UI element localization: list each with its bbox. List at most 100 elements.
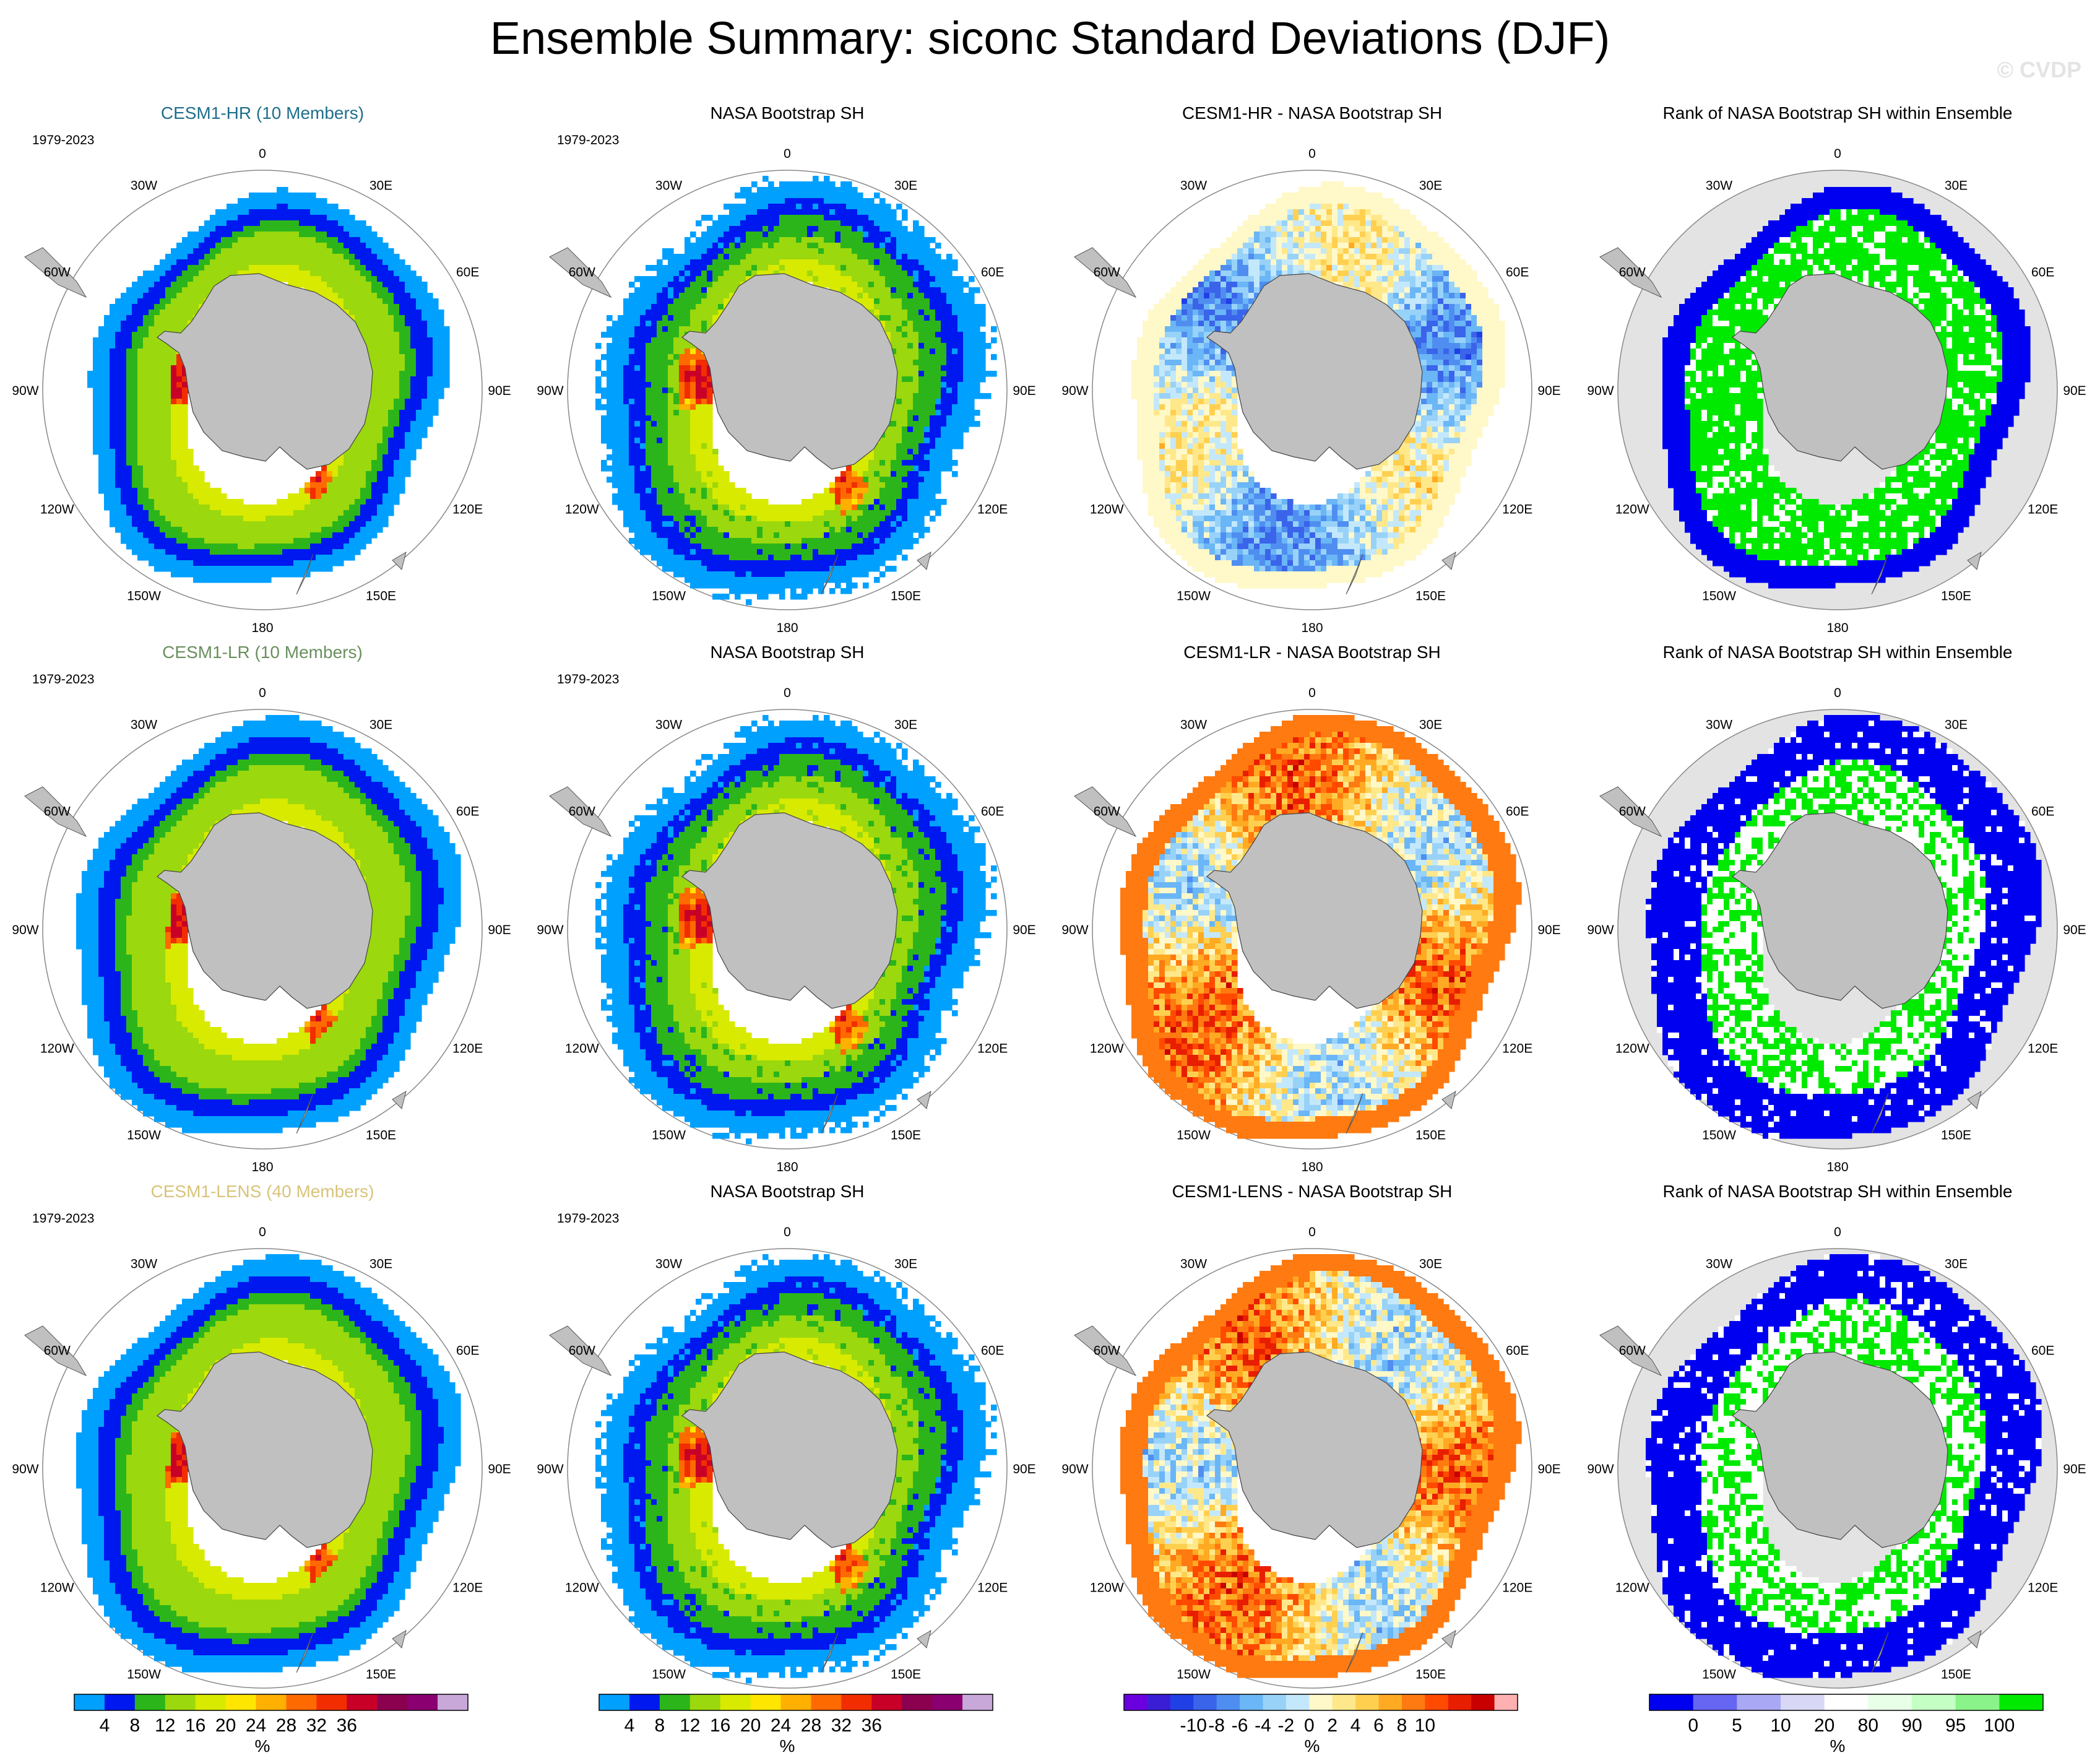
colorbar-label: 36 <box>337 1715 357 1736</box>
lon-label: 120E <box>1502 503 1532 517</box>
colorbar-swatch <box>256 1694 287 1710</box>
lon-label: 90E <box>1013 384 1035 398</box>
colorbar-swatch <box>1425 1694 1448 1710</box>
colorbar-unit: % <box>0 1736 525 1756</box>
lon-label: 60E <box>2031 805 2054 819</box>
lon-label: 30E <box>894 1257 917 1271</box>
colorbar-swatch <box>1333 1694 1356 1710</box>
colorbar-label: 20 <box>1814 1715 1834 1736</box>
lon-label: 60W <box>569 805 595 819</box>
lon-label: 150W <box>1702 589 1736 604</box>
map-group: 030E60E90E120E150E180150W120W90W60W30W <box>537 147 1035 635</box>
lon-label: 30E <box>894 178 917 193</box>
colorbar-swatch <box>1355 1694 1379 1710</box>
colorbar-swatch <box>1868 1694 1912 1710</box>
map-panel: CESM1-LR (10 Members)1979-2023030E60E90E… <box>0 635 525 1174</box>
colorbar-swatch <box>377 1694 407 1710</box>
lon-label: 30E <box>1945 1257 1968 1271</box>
lon-label: 120E <box>452 1042 483 1056</box>
map-panel: NASA Bootstrap SH1979-2023030E60E90E120E… <box>525 1174 1050 1713</box>
lon-label: 60W <box>44 266 71 280</box>
lon-label: 90W <box>12 384 38 398</box>
lon-label: 0 <box>784 147 791 161</box>
colorbar-swatch <box>811 1694 841 1710</box>
map-group: 030E60E90E120E150E180150W120W90W60W30W <box>12 147 511 635</box>
lon-label: 120E <box>1502 1042 1532 1056</box>
lon-label: 0 <box>784 1225 791 1239</box>
lon-label: 30W <box>131 1257 157 1271</box>
lon-label: 150E <box>1415 589 1446 604</box>
map-panel: Rank of NASA Bootstrap SH within Ensembl… <box>1575 635 2100 1174</box>
colorbar-label: 8 <box>1397 1715 1407 1736</box>
lon-label: 0 <box>259 147 266 161</box>
colorbar-swatch <box>1263 1694 1286 1710</box>
polar-map: 030E60E90E120E150E180150W120W90W60W30W <box>525 1199 1050 1713</box>
colorbar-swatch <box>599 1694 629 1710</box>
lon-label: 150W <box>127 1128 161 1143</box>
lon-label: 120W <box>1090 503 1124 517</box>
lon-label: 90W <box>537 923 563 937</box>
lon-label: 90W <box>12 1462 38 1476</box>
colorbar-label: -4 <box>1255 1715 1271 1736</box>
lon-label: 30W <box>1180 1257 1207 1271</box>
lon-label: 150E <box>1415 1128 1446 1143</box>
lon-label: 150W <box>1177 1128 1211 1143</box>
colorbar-swatch <box>841 1694 871 1710</box>
colorbar-label: 4 <box>100 1715 110 1736</box>
map-panel: Rank of NASA Bootstrap SH within Ensembl… <box>1575 96 2100 635</box>
lon-label: 0 <box>1308 686 1316 700</box>
colorbar-swatch <box>1693 1694 1737 1710</box>
colorbar-swatch <box>660 1694 690 1710</box>
colorbar-label: 32 <box>831 1715 852 1736</box>
colorbar-swatch <box>347 1694 377 1710</box>
polar-map: 030E60E90E120E150E180150W120W90W60W30W <box>0 660 525 1174</box>
lon-label: 120W <box>1090 1581 1124 1595</box>
lon-label: 150W <box>127 1668 161 1682</box>
colorbar-label: 24 <box>246 1715 266 1736</box>
lon-label: 150E <box>366 1668 396 1682</box>
lon-label: 30E <box>1945 717 1968 732</box>
colorbar-label: 80 <box>1858 1715 1878 1736</box>
colorbar-label: 0 <box>1688 1715 1698 1736</box>
colorbar-label: 8 <box>130 1715 140 1736</box>
lon-label: 150E <box>1941 1668 1971 1682</box>
lon-label: 90W <box>1587 384 1614 398</box>
colorbar-swatch <box>196 1694 226 1710</box>
colorbar-label: -6 <box>1232 1715 1248 1736</box>
colorbar-swatch <box>1956 1694 2000 1710</box>
lon-label: 90W <box>1061 1462 1088 1476</box>
lon-label: 30E <box>894 717 917 732</box>
colorbar-svg: 051020809095100 <box>1575 1693 2100 1736</box>
polar-map: 030E60E90E120E150E180150W120W90W60W30W <box>525 121 1050 635</box>
colorbar-label: 95 <box>1945 1715 1966 1736</box>
lon-label: 60W <box>1094 805 1120 819</box>
colorbar-swatch <box>438 1694 468 1710</box>
colorbar-swatch <box>1402 1694 1425 1710</box>
lon-label: 120W <box>1090 1042 1124 1056</box>
lon-label: 90E <box>2063 384 2086 398</box>
polar-map: 030E60E90E120E150E180150W120W90W60W30W <box>0 121 525 635</box>
lon-label: 180 <box>1826 621 1848 635</box>
lon-label: 60E <box>981 266 1004 280</box>
colorbar-swatch <box>1217 1694 1240 1710</box>
map-group: 030E60E90E120E150E180150W120W90W60W30W <box>537 1225 1035 1713</box>
lon-label: 60E <box>1506 1344 1529 1358</box>
lon-label: 120E <box>977 503 1008 517</box>
lon-label: 90E <box>1537 923 1560 937</box>
colorbar: 4812162024283236% <box>525 1693 1050 1763</box>
lon-label: 90W <box>537 1462 563 1476</box>
lon-label: 150E <box>891 1668 921 1682</box>
lon-label: 60W <box>44 1344 71 1358</box>
lon-label: 60W <box>1619 266 1646 280</box>
lon-label: 60E <box>981 805 1004 819</box>
lon-label: 90E <box>1537 384 1560 398</box>
colorbar-label: 4 <box>624 1715 635 1736</box>
colorbar-swatch <box>962 1694 993 1710</box>
lon-label: 30W <box>655 1257 682 1271</box>
lon-label: 0 <box>259 686 266 700</box>
lon-label: 0 <box>784 686 791 700</box>
lon-label: 150W <box>1177 589 1211 604</box>
colorbar: 4812162024283236% <box>0 1693 525 1763</box>
colorbar-label: 8 <box>655 1715 665 1736</box>
lon-label: 150E <box>366 589 396 604</box>
